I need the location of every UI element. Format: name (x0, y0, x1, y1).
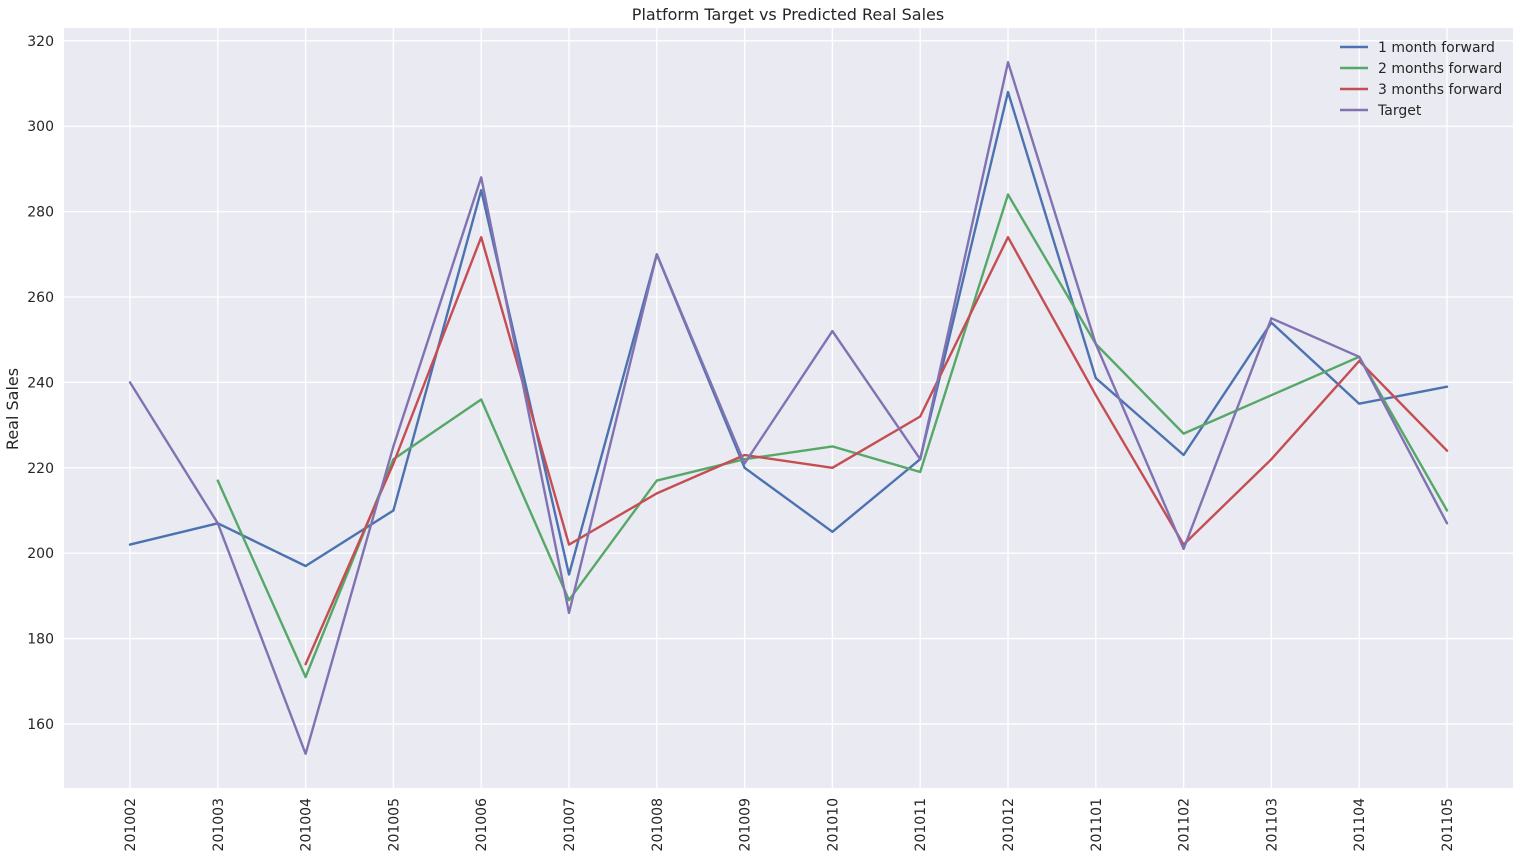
series-lines (128, 61, 1449, 755)
y-tick-label: 180 (27, 632, 54, 648)
x-tick-label: 201005 (386, 798, 402, 851)
y-axis-ticks: 160 180 200 220 240 260 280 300 320 (27, 34, 54, 733)
x-tick-label: 201002 (123, 798, 139, 851)
x-tick-label: 201011 (913, 798, 929, 851)
x-tick-label: 201102 (1177, 798, 1193, 851)
x-tick-label: 201006 (474, 798, 490, 852)
y-axis-title: Real Sales (3, 368, 22, 450)
x-tick-label: 201104 (1352, 798, 1368, 852)
legend-label: 2 months forward (1378, 61, 1502, 77)
x-tick-label: 201105 (1440, 798, 1456, 851)
series-line-1-month-forward (128, 90, 1449, 576)
x-tick-label: 201012 (1001, 798, 1017, 851)
x-tick-label: 201008 (650, 798, 666, 851)
y-tick-label: 160 (27, 717, 54, 733)
grid-lines (64, 28, 1513, 788)
y-tick-label: 220 (27, 461, 54, 477)
y-tick-label: 280 (27, 205, 54, 221)
x-tick-label: 201003 (211, 798, 227, 851)
y-tick-label: 200 (27, 546, 54, 562)
y-tick-label: 320 (27, 34, 54, 50)
x-tick-label: 201007 (562, 798, 578, 851)
y-tick-label: 260 (27, 290, 54, 306)
y-tick-label: 300 (27, 119, 54, 135)
y-tick-label: 240 (27, 375, 54, 391)
x-axis-ticks: 201002 201003 201004 201005 201006 201007 2010… (123, 798, 1456, 852)
legend-label: 1 month forward (1378, 40, 1495, 56)
x-tick-label: 201004 (299, 798, 315, 852)
x-tick-label: 201103 (1264, 798, 1280, 851)
legend-label: Target (1377, 103, 1422, 119)
legend-label: 3 months forward (1378, 82, 1502, 98)
plot-area (64, 28, 1513, 788)
x-tick-label: 201009 (738, 798, 754, 851)
x-tick-label: 201101 (1089, 798, 1105, 851)
x-tick-label: 201010 (825, 798, 841, 851)
series-line-2-months-forward (216, 193, 1449, 679)
chart-title: Platform Target vs Predicted Real Sales (632, 5, 944, 24)
legend: 1 month forward 2 months forward 3 months … (1340, 40, 1502, 119)
series-line-3-months-forward (304, 235, 1449, 666)
series-line-target (128, 61, 1449, 755)
